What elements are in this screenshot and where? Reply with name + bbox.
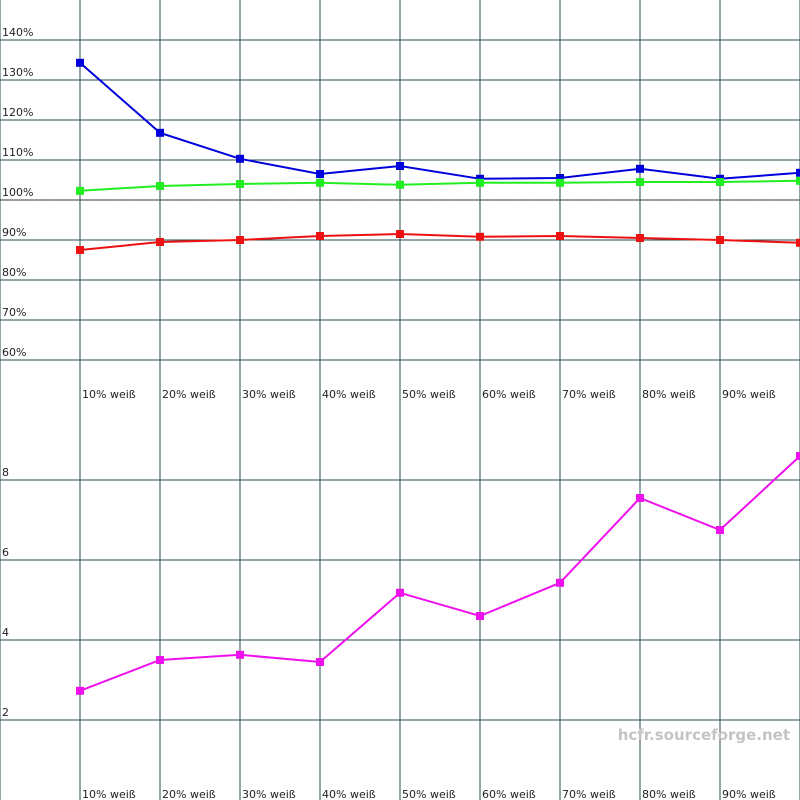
data-point	[396, 588, 404, 597]
data-point	[396, 230, 404, 238]
data-point	[316, 658, 324, 666]
data-point	[396, 180, 404, 189]
y-tick-label: 80%	[2, 266, 26, 279]
y-tick-label: 140%	[2, 26, 33, 39]
data-point	[796, 176, 800, 185]
x-tick-label: 50% weiß	[402, 788, 456, 800]
x-tick-label: 20% weiß	[162, 788, 216, 800]
data-point	[316, 232, 324, 240]
data-point	[476, 178, 484, 187]
x-tick-label: 30% weiß	[242, 788, 296, 800]
data-point	[476, 232, 484, 241]
data-point	[796, 238, 800, 247]
data-point	[76, 686, 84, 695]
watermark: hcfr.sourceforge.net	[618, 726, 790, 744]
series-line	[79, 179, 800, 192]
data-point	[556, 232, 564, 240]
data-point	[716, 526, 724, 534]
data-point	[156, 128, 164, 137]
data-point	[156, 182, 164, 190]
data-point	[636, 164, 644, 173]
x-tick-label: 10% weiß	[82, 788, 136, 800]
x-tick-label: 60% weiß	[482, 388, 536, 401]
data-point	[556, 178, 564, 187]
data-point	[636, 494, 644, 502]
data-point	[716, 178, 724, 186]
x-tick-label: 40% weiß	[322, 388, 376, 401]
data-point	[636, 178, 644, 186]
x-tick-label: 30% weiß	[242, 388, 296, 401]
data-point	[636, 234, 644, 242]
series-line	[79, 62, 800, 180]
x-tick-label: 20% weiß	[162, 388, 216, 401]
x-tick-label: 50% weiß	[402, 388, 456, 401]
y-tick-label: 8	[2, 466, 9, 479]
data-point	[396, 162, 404, 170]
x-tick-label: 60% weiß	[482, 788, 536, 800]
data-point	[236, 154, 244, 163]
x-tick-label: 80% weiß	[642, 388, 696, 401]
y-tick-label: 110%	[2, 146, 33, 159]
x-tick-label: 40% weiß	[322, 788, 376, 800]
y-tick-label: 100%	[2, 186, 33, 199]
x-tick-label: 10% weiß	[82, 388, 136, 401]
data-point	[556, 578, 564, 587]
data-point	[76, 58, 84, 67]
x-tick-label: 90% weiß	[722, 788, 776, 800]
data-point	[156, 238, 164, 246]
data-point	[236, 180, 244, 188]
data-point	[76, 186, 84, 195]
y-tick-label: 120%	[2, 106, 33, 119]
y-tick-label: 60%	[2, 346, 26, 359]
y-tick-label: 2	[2, 706, 9, 719]
y-tick-label: 6	[2, 546, 9, 559]
y-tick-label: 130%	[2, 66, 33, 79]
x-tick-label: 70% weiß	[562, 388, 616, 401]
data-point	[796, 168, 800, 177]
data-point	[76, 246, 84, 254]
data-point	[236, 236, 244, 244]
x-tick-label: 80% weiß	[642, 788, 696, 800]
y-tick-label: 4	[2, 626, 9, 639]
y-tick-label: 70%	[2, 306, 26, 319]
data-point	[236, 650, 244, 659]
x-tick-label: 70% weiß	[562, 788, 616, 800]
y-tick-label: 90%	[2, 226, 26, 239]
series-line	[79, 455, 800, 692]
data-point	[796, 452, 800, 460]
x-tick-label: 90% weiß	[722, 388, 776, 401]
data-point	[476, 612, 484, 620]
data-point	[156, 656, 164, 664]
data-point	[316, 178, 324, 187]
data-point	[716, 236, 724, 244]
data-point	[316, 170, 324, 178]
data-point	[556, 174, 564, 182]
series-line	[79, 232, 800, 251]
